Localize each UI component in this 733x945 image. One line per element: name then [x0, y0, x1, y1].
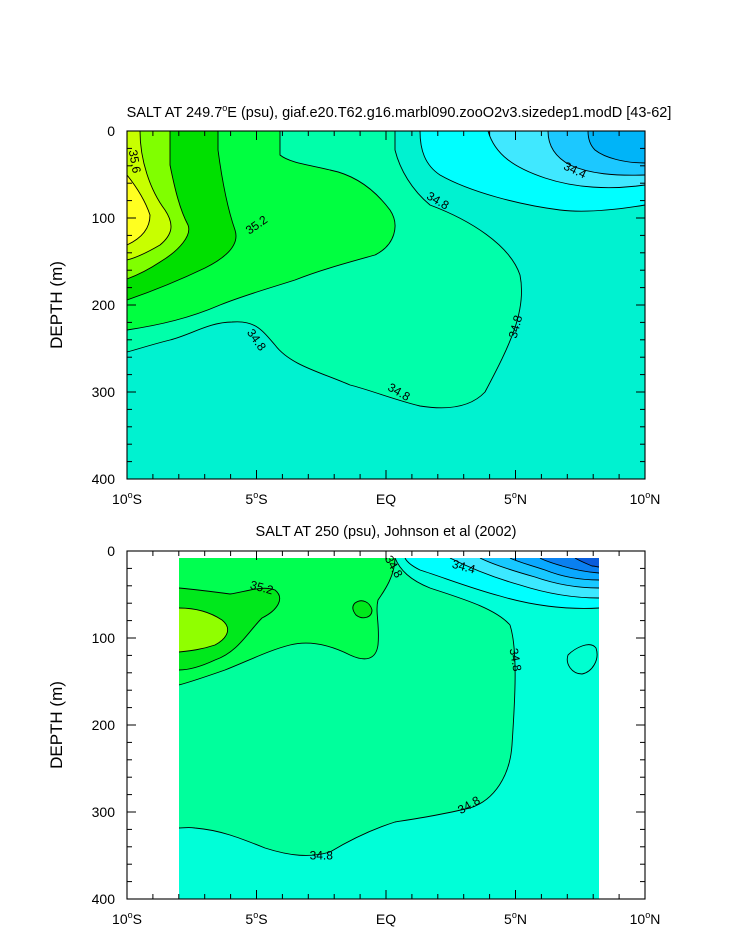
- x-tick-label: 10oN: [630, 490, 661, 507]
- panel-observations: 35.234.8 34.434.834.834.8 10oS 5oS EQ 5oN 10o…: [47, 524, 660, 927]
- contour-line: [479, 558, 599, 589]
- contour-label: 34.8: [506, 313, 526, 339]
- x-tick-label: EQ: [376, 911, 396, 927]
- salinity-band-35-0: [179, 558, 395, 685]
- x-tick-label: 5oN: [504, 910, 527, 927]
- x-tick-label: 10oN: [630, 910, 661, 927]
- svg-text:35.2: 35.2: [249, 578, 275, 598]
- contour-line: [127, 131, 172, 261]
- observed-salinity-field: [179, 558, 599, 899]
- contour-line: [574, 558, 599, 568]
- contour-label: 34.4: [451, 557, 477, 577]
- contour-line: [509, 558, 599, 581]
- salinity-band-35-2: [179, 588, 280, 670]
- contour-line: [179, 558, 396, 686]
- contour-line: [547, 131, 645, 176]
- contour-line: [566, 644, 598, 675]
- contour-line: [449, 558, 599, 599]
- contour-line: [587, 131, 645, 164]
- x-tick-label: 10oS: [112, 490, 142, 507]
- y-tick-label: 100: [92, 210, 116, 226]
- axis-ticks: 10oS 5oS EQ 5oN 10oN 0 100 200 300 400: [92, 123, 661, 507]
- svg-text:34.8: 34.8: [310, 849, 334, 863]
- x-tick-label: 5oS: [245, 490, 267, 507]
- salinity-band-34-0: [575, 558, 599, 567]
- x-tick-label: 5oN: [504, 490, 527, 507]
- chart-title: SALT AT 250 (psu), Johnson et al (2002): [256, 524, 517, 540]
- svg-text:34.4: 34.4: [451, 557, 477, 577]
- contour-line: [419, 131, 645, 212]
- x-tick-label: 10oS: [112, 910, 142, 927]
- y-tick-label: 300: [92, 804, 116, 820]
- y-tick-label: 0: [107, 543, 115, 559]
- salinity-band-34-6-eddy: [567, 644, 598, 674]
- contour-line: [179, 558, 516, 856]
- contour-line: [127, 131, 190, 280]
- contour-line: [127, 131, 396, 331]
- panel-model: 35.635.234.834.434.834.834.8 10oS 5oS EQ 5o…: [47, 103, 671, 507]
- y-axis-label: DEPTH (m): [47, 681, 66, 769]
- model-salinity-field: [127, 131, 645, 479]
- contour-label: 35.6: [126, 149, 144, 175]
- y-tick-label: 200: [92, 297, 116, 313]
- y-tick-label: 400: [92, 891, 116, 907]
- contour-line: [127, 131, 523, 409]
- svg-text:35.6: 35.6: [126, 149, 144, 175]
- svg-text:34.8: 34.8: [507, 647, 525, 673]
- y-axis-label: DEPTH (m): [47, 261, 66, 349]
- salinity-band-35-2-eddy: [352, 600, 372, 618]
- contour-label: 34.8: [310, 849, 334, 863]
- salinity-band-34-2: [588, 131, 645, 163]
- axis-ticks: 10oS 5oS EQ 5oN 10oN 0 100 200 300 400: [92, 543, 661, 927]
- y-tick-label: 200: [92, 717, 116, 733]
- contour-line: [179, 587, 280, 671]
- y-tick-label: 300: [92, 384, 116, 400]
- y-tick-label: 100: [92, 630, 116, 646]
- y-tick-label: 400: [92, 471, 116, 487]
- contour-label: 35.2: [249, 578, 275, 598]
- x-tick-label: 5oS: [245, 910, 267, 927]
- contour-line: [127, 131, 237, 301]
- contour-labels: 35.234.8 34.434.834.834.8: [249, 553, 525, 862]
- salinity-band-35-8: [127, 175, 150, 245]
- contour-line: [127, 174, 151, 246]
- contour-line: [404, 558, 599, 609]
- chart-title: SALT AT 249.7oE (psu), giaf.e20.T62.g16.…: [127, 103, 672, 121]
- y-tick-label: 0: [107, 123, 115, 139]
- contour-line: [352, 600, 373, 619]
- contour-line: [539, 558, 599, 574]
- contour-line: [487, 131, 645, 189]
- x-tick-label: EQ: [376, 491, 396, 507]
- svg-text:34.8: 34.8: [506, 313, 526, 339]
- salinity-band-35-4: [179, 608, 228, 652]
- contour-label: 34.8: [507, 647, 525, 673]
- contour-line: [179, 607, 229, 653]
